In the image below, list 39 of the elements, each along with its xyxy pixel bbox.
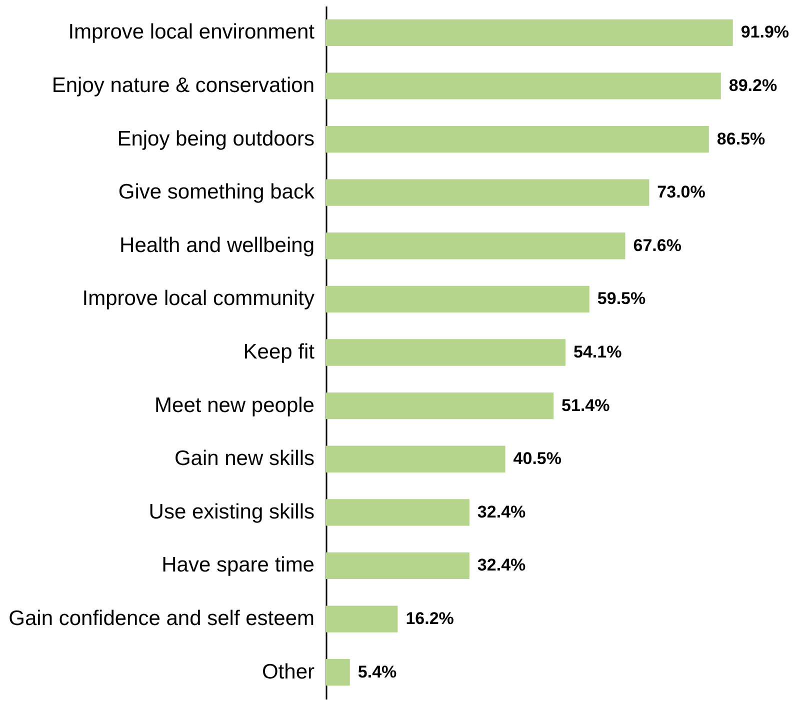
bar bbox=[326, 339, 566, 366]
bar bbox=[326, 552, 470, 580]
y-tick-label: Improve local environment bbox=[68, 20, 315, 44]
data-label: 16.2% bbox=[406, 609, 454, 628]
bar bbox=[326, 19, 733, 46]
y-tick-label: Give something back bbox=[118, 180, 315, 204]
data-label: 59.5% bbox=[597, 289, 646, 308]
bar bbox=[326, 286, 590, 313]
y-tick-label: Gain new skills bbox=[174, 447, 314, 470]
data-label: 86.5% bbox=[716, 129, 766, 148]
data-label: 5.4% bbox=[358, 662, 397, 682]
data-label: 32.4% bbox=[477, 502, 526, 522]
data-label: 51.4% bbox=[562, 396, 610, 415]
data-label: 73.0% bbox=[657, 182, 706, 202]
bar bbox=[326, 499, 470, 526]
y-tick-label: Other bbox=[262, 660, 314, 684]
bar bbox=[326, 126, 709, 153]
y-tick-label: Gain confidence and self esteem bbox=[8, 607, 314, 630]
bar bbox=[326, 179, 650, 206]
y-tick-label: Use existing skills bbox=[148, 500, 314, 524]
y-tick-label: Have spare time bbox=[162, 554, 314, 577]
data-label: 91.9% bbox=[740, 22, 790, 42]
bar bbox=[326, 606, 398, 632]
data-label: 67.6% bbox=[633, 236, 682, 255]
bar bbox=[326, 392, 554, 420]
y-tick-label: Keep fit bbox=[243, 340, 315, 364]
data-label: 89.2% bbox=[728, 76, 778, 95]
data-label: 40.5% bbox=[513, 449, 562, 468]
y-tick-label: Enjoy nature & conservation bbox=[52, 74, 314, 97]
data-label: 32.4% bbox=[477, 556, 526, 575]
y-tick-label: Improve local community bbox=[82, 287, 315, 310]
bar bbox=[326, 446, 506, 472]
bar bbox=[326, 72, 721, 100]
bar bbox=[326, 659, 350, 686]
y-tick-label: Enjoy being outdoors bbox=[117, 127, 314, 150]
y-tick-label: Meet new people bbox=[154, 394, 314, 417]
y-tick-label: Health and wellbeing bbox=[120, 234, 314, 257]
bar bbox=[326, 232, 626, 260]
data-label: 54.1% bbox=[574, 342, 622, 362]
